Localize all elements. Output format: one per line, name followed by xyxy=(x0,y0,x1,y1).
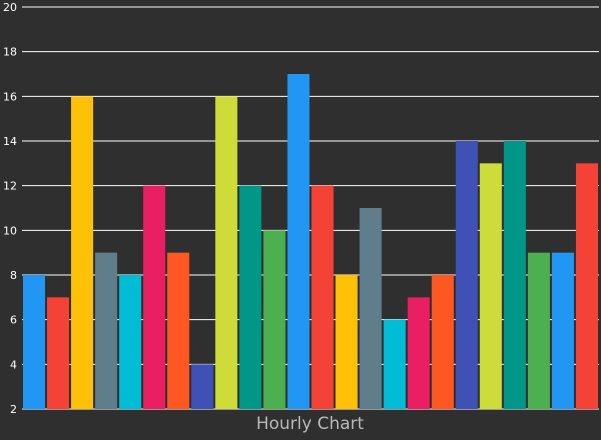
bar xyxy=(71,96,94,409)
bar xyxy=(335,275,358,409)
bar xyxy=(287,74,310,409)
y-axis-ticks: 2 4 6 8 10 12 14 16 18 20 xyxy=(3,1,17,416)
bar xyxy=(551,252,574,409)
bar xyxy=(215,96,238,409)
bar xyxy=(119,275,142,409)
bar xyxy=(527,252,550,409)
bar xyxy=(479,163,502,409)
bar xyxy=(575,163,598,409)
y-tick-label: 16 xyxy=(3,90,17,103)
bar xyxy=(407,297,430,409)
bar xyxy=(239,185,262,409)
y-tick-label: 12 xyxy=(3,180,17,193)
bar xyxy=(95,252,118,409)
bar-series xyxy=(23,74,598,409)
bar xyxy=(191,364,214,409)
y-tick-label: 2 xyxy=(10,403,17,416)
bar xyxy=(383,319,406,409)
y-tick-label: 6 xyxy=(10,314,17,327)
y-tick-label: 20 xyxy=(3,1,17,14)
y-tick-label: 8 xyxy=(10,269,17,282)
bar xyxy=(23,275,46,409)
y-tick-label: 10 xyxy=(3,224,17,237)
chart-title: Hourly Chart xyxy=(256,414,364,434)
y-tick-label: 18 xyxy=(3,46,17,59)
bar xyxy=(359,208,382,409)
y-tick-label: 14 xyxy=(3,135,17,148)
y-tick-label: 4 xyxy=(10,358,17,371)
bar xyxy=(263,230,286,409)
bar xyxy=(431,275,454,409)
grid-lines xyxy=(22,6,599,410)
bar xyxy=(455,141,478,409)
bar xyxy=(167,252,190,409)
bar xyxy=(503,141,526,409)
bar xyxy=(47,297,70,409)
bar xyxy=(311,185,334,409)
bar xyxy=(143,185,166,409)
